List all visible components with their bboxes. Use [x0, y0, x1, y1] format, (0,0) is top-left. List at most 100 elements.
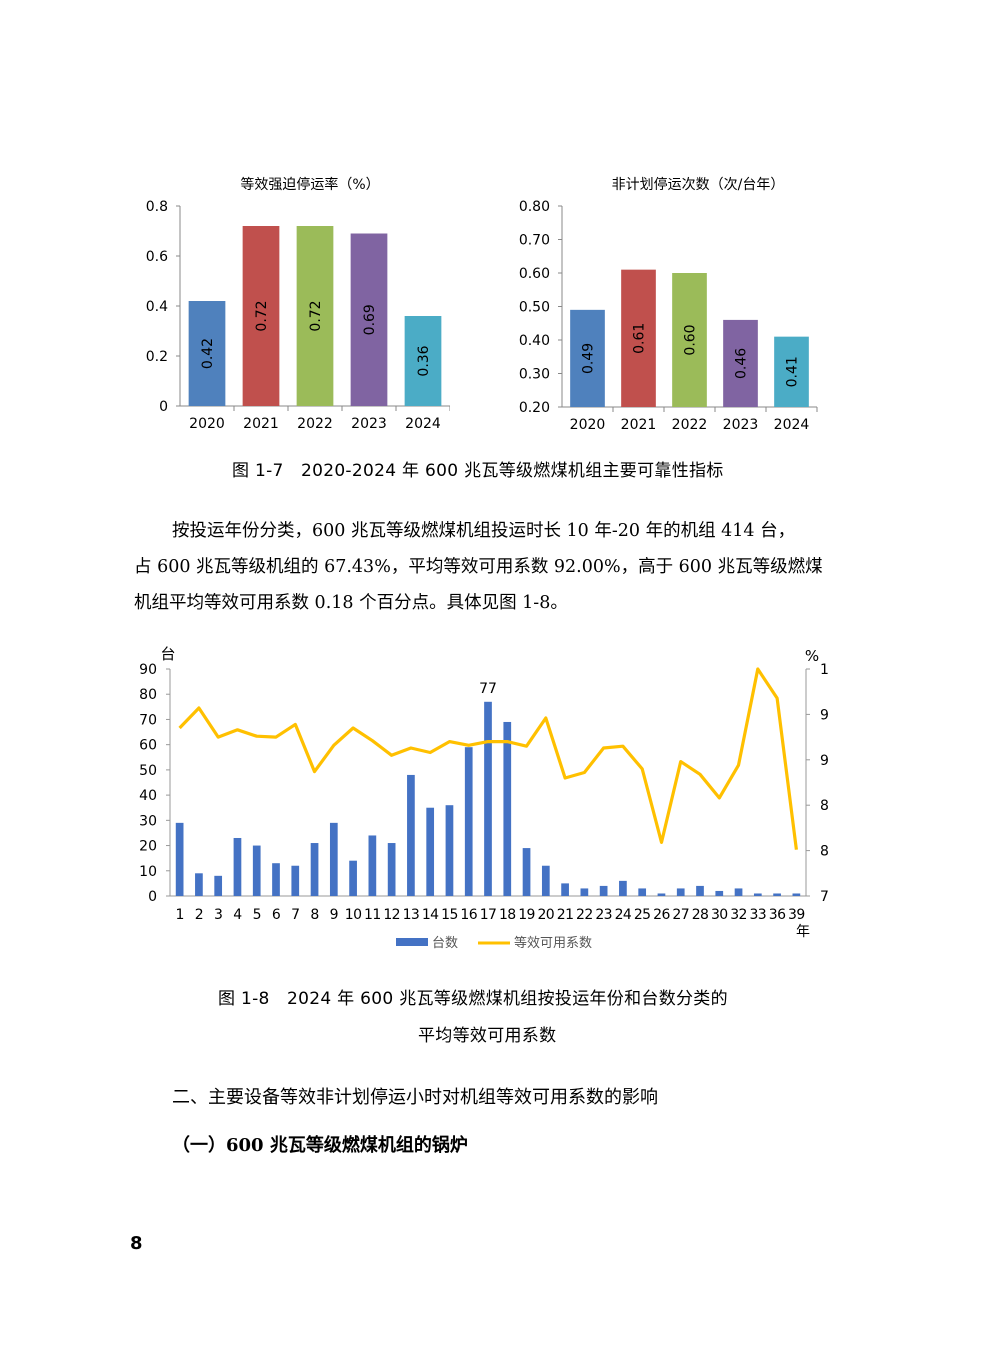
x-tick-label: 2020 [189, 416, 225, 432]
x-tick-label: 2021 [243, 416, 279, 432]
bar [570, 309, 605, 407]
bar [291, 865, 300, 896]
x-tick-label: 13 [403, 907, 420, 923]
bar [214, 875, 223, 896]
bar [445, 805, 454, 896]
bar-data-label: 0.46 [734, 348, 750, 379]
y-tick-label: 0.40 [519, 333, 550, 349]
x-tick-label: 22 [576, 907, 593, 923]
paragraph-line-2: 占 600 兆瓦等级机组的 67.43%，平均等效可用系数 92.00%，高于 … [134, 557, 823, 577]
y-tick-label: 0.6 [146, 249, 168, 265]
y-tick-label: 0 [159, 399, 168, 415]
x-tick-label: 19 [518, 907, 535, 923]
left-y-tick-label: 10 [139, 864, 157, 880]
left-y-tick-label: 70 [139, 712, 157, 728]
bar-data-label: 0.42 [200, 338, 216, 369]
bar [426, 807, 435, 896]
bar-data-label: 0.69 [362, 304, 378, 335]
bar [503, 721, 512, 896]
x-tick-label: 12 [383, 907, 400, 923]
chart-a: 0 0.2 0.4 0.6 0.8 2020 0.42 2021 0.72 2022 0.72 202… [146, 199, 450, 432]
x-tick-label: 10 [345, 907, 362, 923]
x-tick-label: 1 [175, 907, 183, 923]
x-tick-label: 39 [788, 907, 805, 923]
bar [188, 301, 226, 406]
bar [242, 226, 280, 406]
x-axis-unit: 年 [796, 924, 810, 940]
x-tick-label: 24 [615, 907, 632, 923]
bar [619, 880, 627, 896]
bar [621, 269, 656, 407]
left-y-tick-label: 20 [139, 839, 157, 855]
bar [734, 888, 743, 896]
bar [310, 843, 319, 896]
bar [696, 885, 704, 896]
figure-1-8-caption-line-1: 图 1-8 2024 年 600 兆瓦等级燃煤机组按投运年份和台数分类的 [218, 989, 728, 1009]
x-tick-label: 2024 [405, 416, 441, 432]
x-tick-label: 36 [769, 907, 786, 923]
bar [715, 890, 724, 896]
bar-data-label: 0.36 [416, 345, 432, 376]
x-tick-label: 2023 [351, 416, 387, 432]
bar [387, 843, 396, 896]
bar [541, 865, 550, 896]
x-tick-label: 33 [750, 907, 767, 923]
x-tick-label: 7 [291, 907, 299, 923]
paragraph-line-1: 按投运年份分类，600 兆瓦等级燃煤机组投运时长 10 年-20 年的机组 41… [172, 521, 796, 541]
series-line [178, 667, 798, 850]
bar [561, 883, 569, 896]
left-axis-label: 台 [160, 645, 175, 663]
bar [657, 893, 666, 896]
bar-annotation: 77 [479, 681, 497, 697]
y-tick-label: 0.60 [519, 266, 550, 282]
legend-bar-swatch [396, 938, 428, 946]
x-tick-label: 6 [272, 907, 281, 923]
bar [522, 848, 531, 896]
bar [638, 888, 647, 896]
bar [773, 893, 781, 896]
bar [672, 273, 707, 407]
bar [404, 316, 442, 406]
x-tick-label: 2020 [570, 417, 606, 433]
x-tick-label: 4 [233, 907, 242, 923]
bar [272, 863, 280, 896]
bar [368, 835, 377, 896]
x-tick-label: 28 [692, 907, 709, 923]
x-tick-label: 2022 [672, 417, 708, 433]
y-tick-label: 0.20 [519, 400, 550, 416]
y-tick-label: 0.8 [146, 199, 168, 215]
section-heading: 二、主要设备等效非计划停运小时对机组等效可用系数的影响 [172, 1087, 658, 1108]
body-paragraph: 按投运年份分类，600 兆瓦等级燃煤机组投运时长 10 年-20 年的机组 41… [134, 513, 874, 621]
paragraph-line-3: 机组平均等效可用系数 0.18 个百分点。具体见图 1-8。 [134, 593, 568, 613]
figure-1-7-caption: 图 1-7 2020-2024 年 600 兆瓦等级燃煤机组主要可靠性指标 [232, 461, 724, 481]
bar [464, 747, 473, 896]
bar [296, 226, 334, 406]
bar [676, 888, 685, 896]
x-tick-label: 32 [730, 907, 747, 923]
bar [599, 885, 608, 896]
x-tick-label: 18 [499, 907, 516, 923]
bar [349, 860, 357, 896]
x-tick-label: 3 [214, 907, 222, 923]
bar [195, 873, 203, 896]
x-tick-label: 14 [422, 907, 439, 923]
bar-data-label: 0.61 [632, 323, 648, 354]
bar [723, 319, 758, 407]
y-tick-label: 0.2 [146, 349, 168, 365]
bar [350, 233, 388, 406]
bar [252, 845, 261, 896]
bar-data-label: 0.72 [254, 300, 270, 331]
left-y-tick-label: 60 [139, 738, 157, 754]
x-tick-label: 21 [557, 907, 574, 923]
bar [774, 336, 809, 407]
x-tick-label: 27 [672, 907, 689, 923]
bar [484, 701, 492, 896]
legend-bar-label: 台数 [432, 936, 458, 951]
chart-c: 台%01020304050607080907580859095100123456… [139, 645, 828, 951]
right-y-tick-label: 90 [820, 753, 828, 769]
x-tick-label: 11 [364, 907, 381, 923]
right-axis-label: % [805, 647, 819, 665]
x-tick-label: 15 [441, 907, 458, 923]
bar [407, 774, 415, 896]
x-tick-label: 2021 [621, 417, 657, 433]
